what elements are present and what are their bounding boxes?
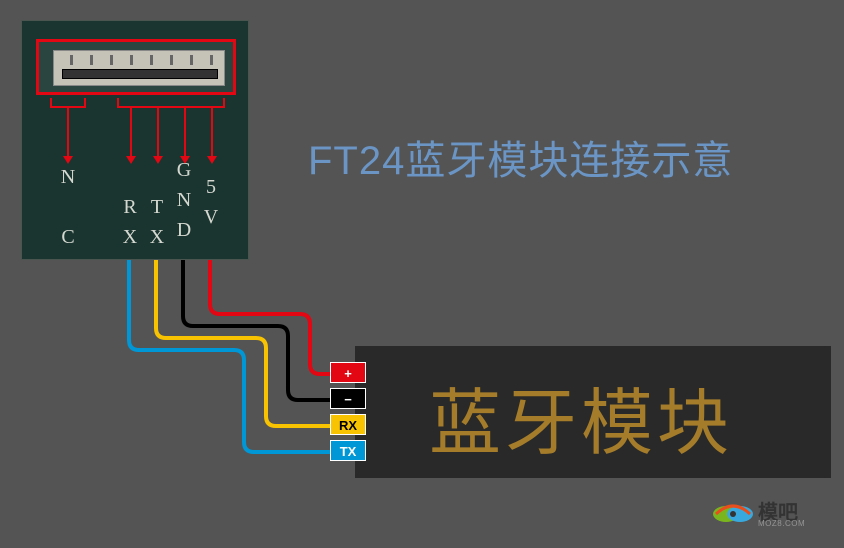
lbl-v: V — [201, 206, 221, 229]
lbl-x1: X — [120, 226, 140, 249]
wire-rx-to-tx — [129, 260, 334, 452]
arrow-nc — [67, 108, 69, 158]
pin-tick — [110, 55, 113, 65]
connector-outline — [36, 39, 236, 95]
pin-tick — [210, 55, 213, 65]
connector-housing — [53, 50, 225, 86]
bluetooth-module-box: + − RX TX 蓝牙模块 — [355, 346, 831, 478]
pin-tick — [90, 55, 93, 65]
terminal-minus: − — [330, 388, 366, 409]
pin-tick — [170, 55, 173, 65]
wire-gnd — [183, 260, 334, 400]
pin-bracket-nc — [50, 98, 86, 108]
watermark-icon — [712, 496, 754, 524]
lbl-n2: N — [174, 189, 194, 212]
watermark-sub: MOZ8.COM — [758, 519, 805, 528]
connector-slot — [62, 69, 218, 79]
terminal-tx: TX — [330, 440, 366, 461]
pin-bracket-signals — [117, 98, 225, 108]
diagram-title: FT24蓝牙模块连接示意 — [308, 128, 733, 186]
lbl-n: N — [58, 166, 78, 189]
lbl-c: C — [58, 226, 78, 249]
wire-5v — [210, 260, 334, 374]
terminal-rx: RX — [330, 414, 366, 435]
pin-tick — [130, 55, 133, 65]
pin-tick — [150, 55, 153, 65]
lbl-t: T — [147, 196, 167, 219]
lbl-g: G — [174, 159, 194, 182]
arrow-tx — [157, 108, 159, 158]
arrow-5v — [211, 108, 213, 158]
terminal-plus: + — [330, 362, 366, 383]
arrow-rx — [130, 108, 132, 158]
pin-tick — [190, 55, 193, 65]
module-title: 蓝牙模块 — [429, 364, 733, 469]
pin-tick — [70, 55, 73, 65]
lbl-r: R — [120, 196, 140, 219]
pcb-photo: N C R X T X G N D 5 V — [21, 20, 249, 260]
lbl-5: 5 — [201, 176, 221, 199]
watermark: 模吧 MOZ8.COM — [712, 494, 832, 534]
wire-tx-to-rx — [156, 260, 334, 426]
lbl-d: D — [174, 219, 194, 242]
lbl-x2: X — [147, 226, 167, 249]
arrow-gnd — [184, 108, 186, 158]
